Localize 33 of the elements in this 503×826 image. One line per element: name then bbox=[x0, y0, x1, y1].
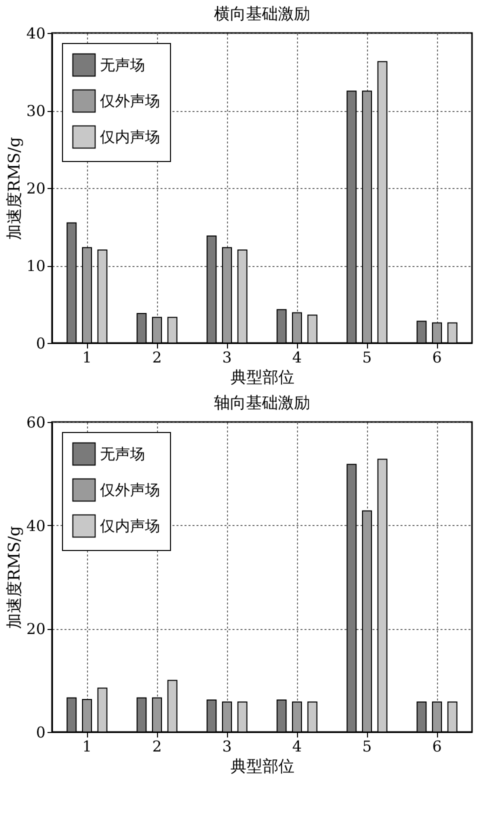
x-tick-label: 6 bbox=[432, 348, 442, 366]
x-tick-label: 3 bbox=[222, 348, 232, 366]
x-tick-label: 1 bbox=[82, 738, 92, 756]
y-tick-label: 20 bbox=[26, 620, 46, 638]
x-tick-label: 4 bbox=[292, 348, 302, 366]
x-tick-label: 6 bbox=[432, 738, 442, 756]
y-tick-label: 20 bbox=[26, 180, 46, 198]
legend-label: 仅内声场 bbox=[100, 128, 160, 146]
x-tick-label: 2 bbox=[152, 738, 162, 756]
y-tick-label: 0 bbox=[36, 724, 46, 742]
legend-label: 仅内声场 bbox=[100, 517, 160, 535]
y-tick-label: 30 bbox=[26, 102, 46, 120]
y-tick-label: 10 bbox=[26, 257, 46, 275]
x-tick-label: 2 bbox=[152, 348, 162, 366]
y-tick-label: 40 bbox=[26, 516, 46, 535]
y-tick-label: 60 bbox=[26, 414, 46, 432]
legend-label: 仅外声场 bbox=[100, 481, 160, 499]
chart-title: 轴向基础激励 bbox=[214, 393, 310, 412]
legend-label: 无声场 bbox=[100, 56, 145, 74]
y-axis-title: 加速度RMS/g bbox=[4, 136, 24, 240]
x-tick-label: 1 bbox=[82, 348, 92, 366]
x-tick-label: 5 bbox=[362, 738, 372, 756]
y-tick-label: 40 bbox=[26, 24, 46, 42]
x-axis-title: 典型部位 bbox=[230, 368, 294, 386]
y-tick-label: 0 bbox=[36, 334, 46, 352]
x-tick-label: 3 bbox=[222, 738, 232, 756]
x-tick-label: 5 bbox=[362, 348, 372, 366]
chart-title: 横向基础激励 bbox=[214, 4, 310, 23]
x-tick-label: 4 bbox=[292, 738, 302, 756]
x-axis-title: 典型部位 bbox=[230, 756, 294, 776]
y-axis-title: 加速度RMS/g bbox=[4, 526, 24, 630]
legend-label: 仅外声场 bbox=[100, 92, 160, 110]
legend-label: 无声场 bbox=[100, 445, 145, 463]
